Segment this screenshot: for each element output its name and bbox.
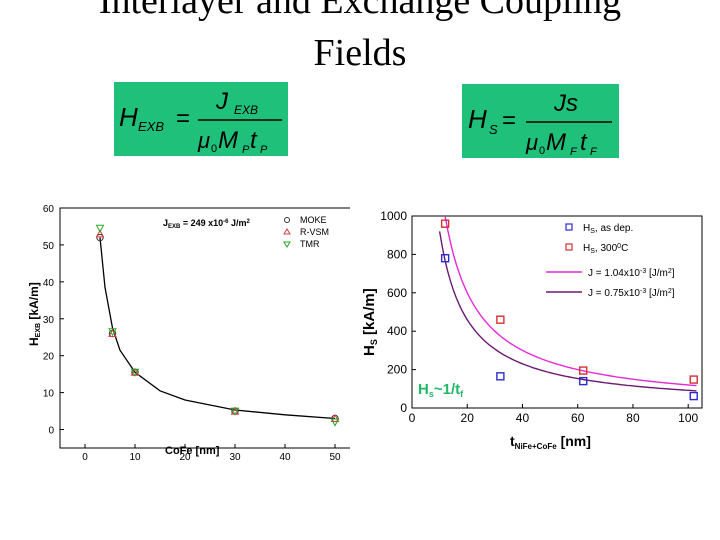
svg-text:0: 0 bbox=[211, 143, 217, 155]
eq-lhs-sub: EXB bbox=[138, 119, 164, 134]
point-blue bbox=[579, 376, 588, 386]
point-tmr bbox=[230, 407, 240, 416]
x-axis-label-2: tNiFe+CoFe [nm] bbox=[510, 433, 591, 451]
y-tick-label: 60 bbox=[43, 204, 55, 215]
point-blue bbox=[440, 254, 450, 263]
legend-moke: MOKE bbox=[300, 215, 327, 225]
eq-lhs: H bbox=[119, 102, 138, 132]
svg-text:HS, 3000C: HS, 3000C bbox=[583, 243, 628, 255]
y-tick-label: 20 bbox=[43, 352, 55, 363]
svg-text:t: t bbox=[250, 127, 258, 154]
x-tick-label: 0 bbox=[409, 411, 416, 425]
chart-exchange-bias: 0 10 20 30 40 50 0 10 20 30 40 50 60 JEXB = 249 x10-… bbox=[27, 204, 350, 463]
svg-text:J = 0.75x10-3 [J/m2]: J = 0.75x10-3 [J/m2] bbox=[588, 288, 675, 299]
point-red bbox=[689, 375, 698, 384]
x-tick-label: 100 bbox=[678, 411, 698, 425]
y-tick-label: 0 bbox=[400, 401, 407, 415]
y-tick-label: 600 bbox=[387, 286, 407, 300]
svg-text:=: = bbox=[176, 105, 190, 132]
y-tick-label: 400 bbox=[387, 324, 407, 338]
legend-2: HS, as dep. HS, 3000C J = 1.04x10-3 [J/m… bbox=[546, 223, 675, 299]
x-tick-label: 10 bbox=[129, 452, 141, 463]
y-tick-label: 200 bbox=[387, 363, 407, 377]
x-tick-label: 30 bbox=[229, 452, 241, 463]
y-tick-label: 50 bbox=[43, 241, 55, 252]
svg-text:t: t bbox=[580, 129, 588, 156]
eq-num-sub: EXB bbox=[234, 103, 258, 117]
y-tick-label: 10 bbox=[43, 389, 55, 400]
point-rvsm bbox=[330, 413, 340, 422]
point-tmr bbox=[108, 328, 117, 337]
svg-text:F: F bbox=[570, 146, 578, 158]
point-blue bbox=[689, 391, 698, 401]
point-red bbox=[440, 219, 450, 228]
y-axis-label-2: HS [kA/m] bbox=[361, 288, 379, 356]
eq-num: J bbox=[215, 88, 229, 115]
point-tmr bbox=[95, 224, 105, 233]
slide-title-line1: Interlayer and Exchange Coupling bbox=[98, 0, 622, 22]
annotation-hs: Hs~1/tf bbox=[418, 381, 464, 399]
x-tick-label: 60 bbox=[571, 411, 585, 425]
svg-text:J = 1.04x10-3 [J/m2]: J = 1.04x10-3 [J/m2] bbox=[588, 268, 675, 279]
x-tick-label: 20 bbox=[461, 411, 475, 425]
svg-text:M: M bbox=[218, 127, 238, 154]
annotation-jexb: JEXB = 249 x10-6 J/m2 bbox=[163, 218, 251, 230]
x-tick-label: 20 bbox=[179, 452, 191, 463]
y-tick-label: 0 bbox=[48, 426, 54, 437]
legend: MOKE R-VSM TMR bbox=[283, 215, 329, 249]
equation-saturation-field: H S = Js μ 0 M F t F bbox=[462, 84, 619, 158]
point-blue bbox=[496, 372, 505, 381]
svg-text:0: 0 bbox=[539, 145, 545, 157]
fit-curve-purple bbox=[438, 231, 697, 392]
plot-frame-2 bbox=[411, 215, 703, 409]
y-tick-label: 800 bbox=[387, 247, 407, 261]
x-tick-label: 0 bbox=[82, 452, 88, 463]
svg-text:=: = bbox=[502, 107, 516, 134]
svg-text:P: P bbox=[260, 144, 268, 156]
x-axis-label: CoFe [nm] bbox=[165, 445, 220, 457]
x-tick-label: 40 bbox=[516, 411, 530, 425]
svg-text:F: F bbox=[590, 146, 598, 158]
svg-text:HS, as dep.: HS, as dep. bbox=[583, 223, 633, 235]
slide-title-line2: Fields bbox=[313, 32, 407, 74]
svg-text:μ: μ bbox=[525, 130, 538, 155]
y-tick-label: 40 bbox=[43, 278, 55, 289]
svg-text:M: M bbox=[546, 129, 566, 156]
point-tmr bbox=[130, 368, 140, 377]
y-tick-label: 30 bbox=[43, 315, 55, 326]
point-moke bbox=[96, 233, 104, 242]
point-red bbox=[579, 366, 588, 375]
point-rvsm bbox=[95, 229, 105, 238]
fit-curve bbox=[99, 237, 336, 420]
eq2-lhs-sub: S bbox=[489, 122, 498, 137]
legend-rvsm: R-VSM bbox=[300, 227, 329, 237]
y-axis-label: HEXB [kA/m] bbox=[27, 282, 42, 346]
fit-curve-magenta bbox=[444, 215, 697, 387]
x-tick-label: 80 bbox=[626, 411, 640, 425]
eq2-lhs: H bbox=[468, 104, 487, 134]
plot-frame bbox=[59, 207, 350, 449]
legend-tmr: TMR bbox=[300, 239, 320, 249]
x-tick-label: 40 bbox=[279, 452, 291, 463]
point-rvsm bbox=[108, 328, 117, 338]
equation-exchange-bias: H EXB = J EXB μ 0 M P t P bbox=[114, 82, 288, 156]
point-tmr bbox=[330, 418, 340, 427]
y-tick-label: 1000 bbox=[380, 209, 407, 223]
eq2-num: Js bbox=[553, 90, 578, 117]
svg-text:μ: μ bbox=[197, 128, 210, 153]
x-tick-label: 50 bbox=[329, 452, 341, 463]
svg-text:P: P bbox=[242, 144, 250, 156]
point-red bbox=[496, 315, 505, 324]
